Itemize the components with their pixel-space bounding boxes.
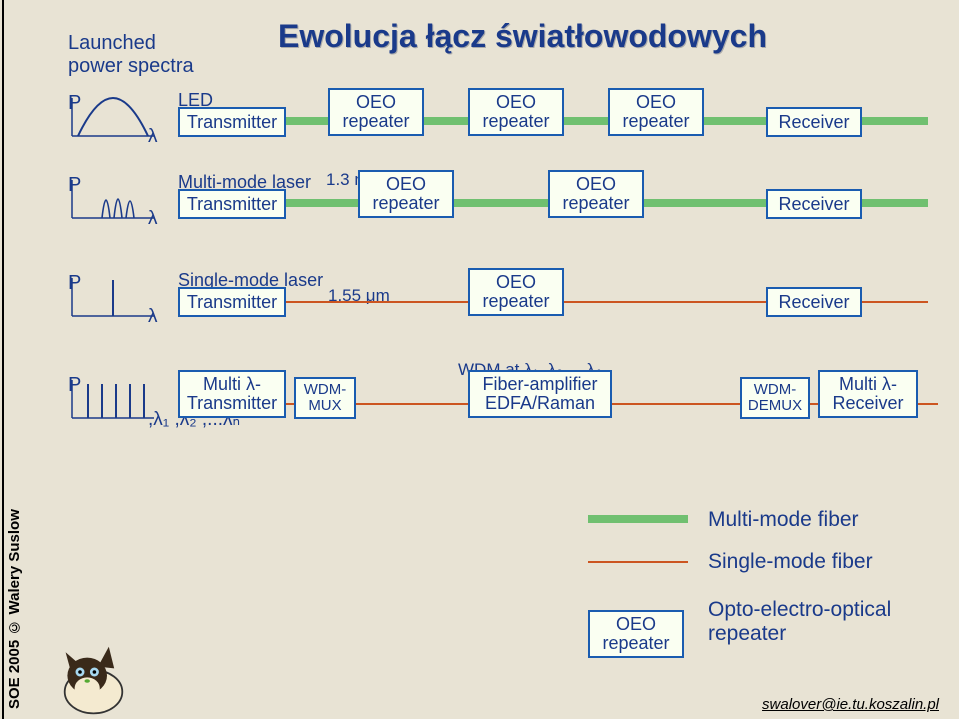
spectrum-graph	[68, 92, 158, 140]
multi-mode-fiber	[564, 117, 608, 125]
page-title: Ewolucja łącz światłowodowych	[278, 18, 767, 55]
axis-lambda: λ	[148, 208, 158, 230]
legend-label: Opto-electro-optical repeater	[708, 598, 938, 646]
footer-email: swalover@ie.tu.koszalin.pl	[762, 696, 939, 713]
single-mode-fiber	[612, 403, 740, 405]
node-box: Transmitter	[178, 287, 286, 317]
axis-lambda: λ	[148, 126, 158, 148]
node-box: Transmitter	[178, 189, 286, 219]
node-box: OEO repeater	[358, 170, 454, 218]
single-mode-fiber	[810, 403, 818, 405]
multi-mode-fiber	[286, 199, 358, 207]
multi-mode-fiber	[644, 199, 766, 207]
node-box: Fiber-amplifier EDFA/Raman	[468, 370, 612, 418]
node-box: OEO repeater	[548, 170, 644, 218]
axis-p: P	[68, 92, 81, 115]
node-box: Receiver	[766, 107, 862, 137]
single-mode-fiber	[356, 403, 468, 405]
wavelength-note: 1.55 μm	[328, 286, 390, 306]
single-mode-fiber	[286, 403, 294, 405]
axis-p: P	[68, 374, 81, 397]
axis-p: P	[68, 272, 81, 295]
node-box: Transmitter	[178, 107, 286, 137]
spectrum-graph	[68, 272, 158, 320]
multi-mode-fiber	[286, 117, 328, 125]
stage: Ewolucja łącz światłowodowych Launched p…	[28, 0, 959, 719]
axis-lambda: λ	[148, 306, 158, 328]
multi-mode-fiber	[454, 199, 548, 207]
single-mode-fiber	[918, 403, 938, 405]
node-box: Multi λ- Transmitter	[178, 370, 286, 418]
legend-line	[588, 561, 688, 563]
node-box: WDM- MUX	[294, 377, 356, 419]
node-box: OEO repeater	[328, 88, 424, 136]
side-copyright: SOE 2005 © Walery Suslow	[2, 0, 26, 719]
multi-mode-fiber	[862, 117, 928, 125]
single-mode-fiber	[564, 301, 766, 303]
multi-mode-fiber	[704, 117, 766, 125]
node-box: OEO repeater	[468, 268, 564, 316]
legend-label: Single-mode fiber	[708, 550, 873, 574]
legend-label: Multi-mode fiber	[708, 508, 859, 532]
spectrum-graph	[68, 174, 158, 222]
spectrum-graph	[68, 374, 158, 422]
multi-mode-fiber	[862, 199, 928, 207]
multi-mode-fiber	[424, 117, 468, 125]
single-mode-fiber	[862, 301, 928, 303]
node-box: Receiver	[766, 287, 862, 317]
node-box: Receiver	[766, 189, 862, 219]
axis-p: P	[68, 174, 81, 197]
node-box: OEO repeater	[608, 88, 704, 136]
node-box: OEO repeater	[468, 88, 564, 136]
node-box: WDM- DEMUX	[740, 377, 810, 419]
cat-icon	[44, 627, 134, 717]
node-box: Multi λ- Receiver	[818, 370, 918, 418]
single-mode-fiber	[286, 301, 468, 303]
legend-line	[588, 515, 688, 523]
launched-label: Launched power spectra	[68, 32, 194, 78]
legend-oeo-box: OEO repeater	[588, 610, 684, 658]
